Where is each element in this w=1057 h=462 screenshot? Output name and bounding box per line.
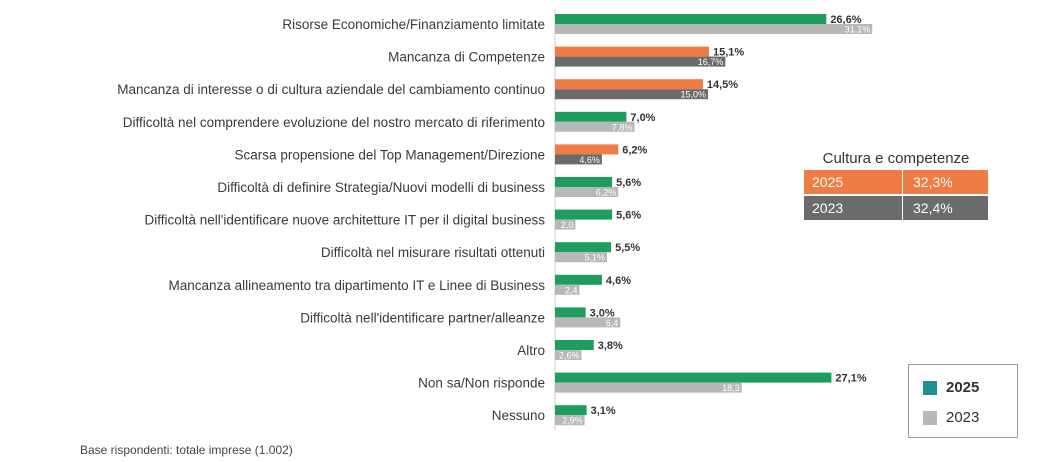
bar-2023: [555, 317, 621, 328]
legend-swatch: [923, 410, 937, 425]
bar-2025: [555, 79, 703, 90]
legend-label: 2023: [946, 409, 980, 426]
category-label: Difficoltà nel comprendere evoluzione de…: [123, 115, 545, 130]
summary-year: 2023: [804, 196, 903, 220]
data-label-2023: 2,0: [561, 220, 574, 230]
data-label-2023: 6,4: [606, 318, 619, 328]
chart-legend: 2025 2023: [908, 364, 1018, 438]
data-label-2025: 4,6%: [606, 275, 631, 287]
data-label-2023: 4,6%: [579, 155, 600, 165]
data-label-2025: 3,8%: [598, 340, 623, 352]
data-label-2023: 16,7%: [698, 57, 724, 67]
summary-title: Cultura e competenze: [822, 150, 970, 167]
data-label-2025: 3,1%: [591, 405, 616, 417]
legend-label: 2025: [946, 379, 980, 396]
summary-row-2023: 2023 32,4%: [804, 196, 988, 220]
category-label: Difficoltà nel misurare risultati ottenu…: [321, 245, 545, 260]
bar-2025: [555, 405, 587, 416]
data-label-2025: 26,6%: [830, 14, 861, 26]
category-label: Scarsa propensione del Top Management/Di…: [235, 147, 545, 162]
bar-2023: [555, 350, 582, 360]
data-label-2023: 2,9%: [562, 416, 583, 426]
data-label-2023: 31,1%: [845, 25, 871, 35]
bar-2025: [555, 340, 594, 350]
data-label-2025: 27,1%: [835, 373, 866, 385]
data-label-2025: 15,1%: [713, 47, 744, 59]
legend-item-2025: 2025: [923, 379, 979, 396]
bar-2023: [555, 219, 576, 230]
summary-row-2025: 2025 32,3%: [804, 170, 988, 194]
data-label-2025: 7,0%: [630, 112, 655, 124]
bar-2023: [555, 252, 608, 263]
data-label-2023: 18,3: [722, 383, 740, 393]
bar-2023: [555, 382, 742, 393]
category-label: Mancanza allineamento tra dipartimento I…: [169, 278, 546, 293]
data-label-2023: 7,8%: [612, 122, 633, 132]
data-label-2023: 5,1%: [585, 253, 606, 263]
data-label-2023: 15,0%: [680, 90, 706, 100]
legend-swatch: [923, 380, 937, 395]
data-label-2025: 5,5%: [615, 242, 640, 254]
legend-item-2023: 2023: [923, 409, 979, 426]
category-label: Non sa/Non risponde: [418, 376, 545, 391]
category-label: Difficoltà nell'identificare partner/all…: [300, 310, 545, 325]
bar-2023: [555, 89, 708, 100]
data-label-2023: 2,4: [565, 285, 578, 295]
bar-2023: [555, 121, 635, 132]
data-label-2025: 6,2%: [622, 144, 647, 156]
bar-2025: [555, 144, 619, 155]
data-label-2025: 14,5%: [707, 79, 738, 91]
summary-table: Cultura e competenze 2025 32,3% 2023 32,…: [804, 148, 988, 222]
category-label: Risorse Economiche/Finanziamento limitat…: [282, 17, 545, 32]
bar-2025: [555, 46, 710, 57]
bar-2023: [555, 284, 580, 295]
bar-2025: [555, 14, 827, 24]
bar-2023: [555, 187, 619, 197]
data-label-2025: 5,6%: [616, 177, 641, 189]
bar-2023: [555, 154, 602, 165]
bar-2025: [555, 372, 832, 383]
category-label: Difficoltà di definire Strategia/Nuovi m…: [217, 180, 545, 195]
category-label: Altro: [517, 343, 545, 358]
summary-value: 32,3%: [913, 174, 953, 190]
bar-2023: [555, 56, 726, 67]
data-label-2023: 2,6%: [559, 351, 580, 361]
bar-2025: [555, 209, 613, 220]
data-label-2025: 5,6%: [616, 210, 641, 222]
bar-2025: [555, 111, 627, 122]
summary-value: 32,4%: [913, 200, 953, 216]
summary-year: 2025: [804, 170, 903, 194]
category-label: Mancanza di interesse o di cultura azien…: [117, 82, 545, 97]
bar-2023: [555, 415, 585, 426]
category-label: Mancanza di Competenze: [388, 50, 545, 65]
bar-2023: [555, 24, 873, 34]
bar-2025: [555, 242, 612, 253]
data-label-2025: 3,0%: [590, 307, 615, 319]
category-label: Nessuno: [492, 408, 545, 423]
category-label: Difficoltà nell'identificare nuove archi…: [144, 213, 545, 228]
bar-2025: [555, 307, 586, 318]
bar-2025: [555, 274, 602, 285]
footnote: Base rispondenti: totale imprese (1.002): [80, 443, 293, 457]
bar-2025: [555, 177, 613, 187]
data-label-2023: 6,2%: [596, 188, 617, 198]
